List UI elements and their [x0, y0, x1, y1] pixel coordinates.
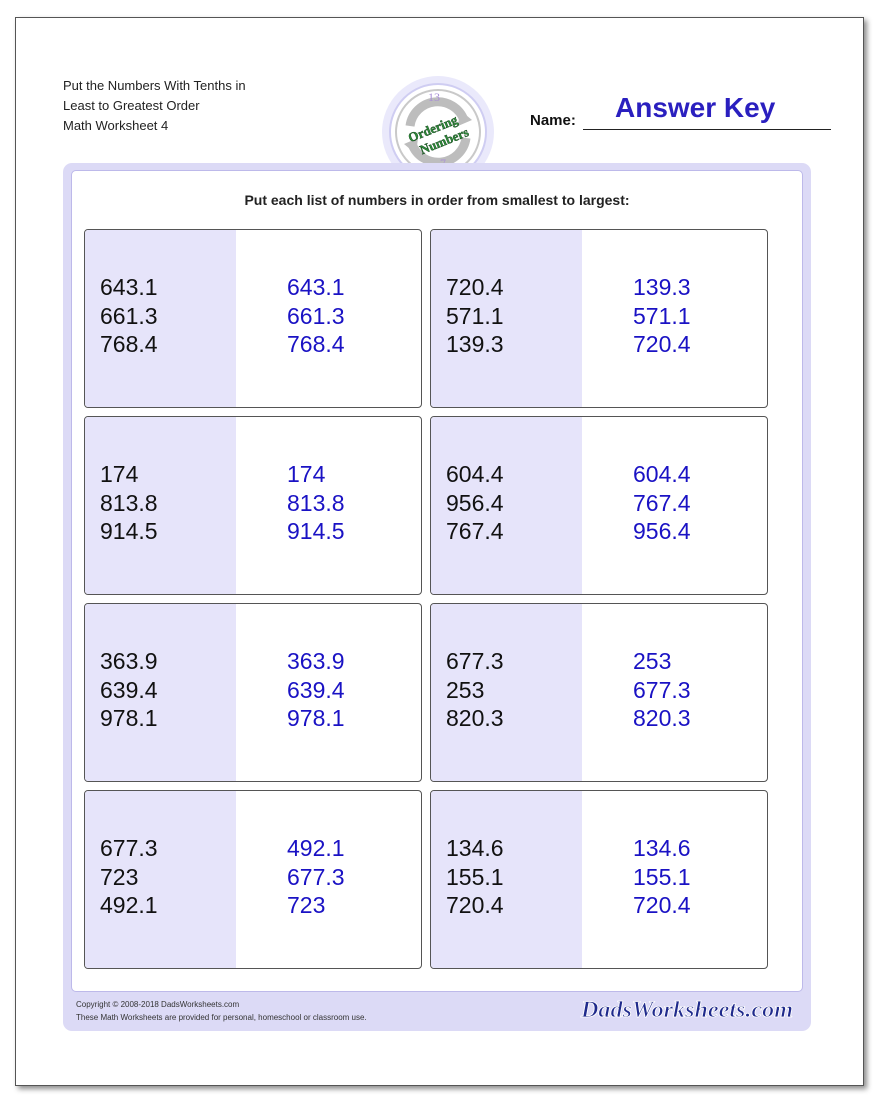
answer-number: 767.4	[633, 489, 691, 516]
answer-key-label: Answer Key	[615, 92, 776, 123]
question-number: 604.4	[446, 461, 504, 487]
usage-notice: These Math Worksheets are provided for p…	[76, 1013, 367, 1022]
answer-number: 914.5	[287, 518, 345, 544]
name-field: Name: Answer Key	[530, 92, 831, 130]
question-numbers: 604.4 956.4 767.4	[446, 460, 504, 546]
question-number: 720.4	[446, 892, 504, 918]
answer-number: 723	[287, 892, 326, 918]
problem-box: 363.9 639.4 978.1 363.9 639.4 978.1	[84, 603, 422, 782]
answer-number: 720.4	[633, 892, 691, 918]
answer-number: 813.8	[287, 489, 345, 516]
problem-box: 604.4 956.4 767.4 604.4 767.4 956.4	[430, 416, 768, 595]
problem-box: 174 813.8 914.5 174 813.8 914.5	[84, 416, 422, 595]
answer-number: 677.3	[287, 863, 345, 890]
question-number: 643.1	[100, 274, 158, 300]
answer-numbers: 363.9 639.4 978.1	[287, 647, 345, 733]
dadsworksheets-logo: DadsWorksheets.com	[580, 997, 794, 1023]
footer-copyright: Copyright © 2008-2018 DadsWorksheets.com…	[76, 998, 367, 1024]
question-number: 767.4	[446, 518, 504, 544]
question-number: 677.3	[100, 835, 158, 861]
title-line-3: Math Worksheet 4	[63, 118, 169, 133]
question-number: 914.5	[100, 518, 158, 544]
question-column	[431, 604, 582, 781]
answer-number: 720.4	[633, 331, 691, 357]
question-number: 174	[100, 461, 139, 487]
instruction-text: Put each list of numbers in order from s…	[244, 192, 630, 208]
question-number: 661.3	[100, 302, 158, 329]
question-column	[85, 604, 236, 781]
title-line-2: Least to Greatest Order	[63, 98, 200, 113]
problem-box: 677.3 253 820.3 253 677.3 820.3	[430, 603, 768, 782]
name-underline	[583, 129, 831, 130]
question-column	[85, 230, 236, 407]
question-number: 768.4	[100, 331, 158, 357]
answer-number: 643.1	[287, 274, 345, 300]
question-column	[431, 230, 582, 407]
answer-number: 571.1	[633, 302, 691, 329]
question-number: 253	[446, 676, 485, 703]
question-numbers: 363.9 639.4 978.1	[100, 647, 158, 733]
worksheet-title: Put the Numbers With Tenths in Least to …	[63, 76, 246, 136]
answer-number: 978.1	[287, 705, 345, 731]
question-number: 139.3	[446, 331, 504, 357]
question-column	[431, 417, 582, 594]
answer-number: 363.9	[287, 648, 345, 674]
answer-number: 139.3	[633, 274, 691, 300]
question-number: 134.6	[446, 835, 504, 861]
title-line-1: Put the Numbers With Tenths in	[63, 78, 246, 93]
answer-number: 661.3	[287, 302, 345, 329]
question-number: 571.1	[446, 302, 504, 329]
answer-numbers: 134.6 155.1 720.4	[633, 834, 691, 920]
answer-number: 492.1	[287, 835, 345, 861]
answer-number: 639.4	[287, 676, 345, 703]
question-number: 956.4	[446, 489, 504, 516]
answer-number: 677.3	[633, 676, 691, 703]
answer-numbers: 174 813.8 914.5	[287, 460, 345, 546]
question-numbers: 643.1 661.3 768.4	[100, 273, 158, 359]
answer-numbers: 492.1 677.3 723	[287, 834, 345, 920]
problem-box: 643.1 661.3 768.4 643.1 661.3 768.4	[84, 229, 422, 408]
answer-numbers: 253 677.3 820.3	[633, 647, 691, 733]
ordering-numbers-logo-icon: 13 7 Ordering Numbers	[382, 76, 494, 188]
question-number: 978.1	[100, 705, 158, 731]
question-numbers: 174 813.8 914.5	[100, 460, 158, 546]
name-label: Name:	[530, 112, 576, 129]
answer-number: 134.6	[633, 835, 691, 861]
answer-numbers: 643.1 661.3 768.4	[287, 273, 345, 359]
question-column	[431, 791, 582, 968]
question-column	[85, 791, 236, 968]
answer-numbers: 139.3 571.1 720.4	[633, 273, 691, 359]
question-numbers: 677.3 253 820.3	[446, 647, 504, 733]
answer-number: 253	[633, 648, 672, 674]
question-number: 639.4	[100, 676, 158, 703]
question-numbers: 134.6 155.1 720.4	[446, 834, 504, 920]
question-number: 720.4	[446, 274, 504, 300]
question-number: 813.8	[100, 489, 158, 516]
answer-number: 956.4	[633, 518, 691, 544]
question-numbers: 677.3 723 492.1	[100, 834, 158, 920]
answer-number: 820.3	[633, 705, 691, 731]
question-number: 492.1	[100, 892, 158, 918]
answer-number: 604.4	[633, 461, 691, 487]
problem-box: 677.3 723 492.1 492.1 677.3 723	[84, 790, 422, 969]
brand-text: DadsWorksheets.com	[580, 997, 793, 1022]
problem-box: 720.4 571.1 139.3 139.3 571.1 720.4	[430, 229, 768, 408]
answer-number: 768.4	[287, 331, 345, 357]
question-number: 677.3	[446, 648, 504, 674]
logo-top-number: 13	[428, 90, 440, 104]
answer-number: 174	[287, 461, 326, 487]
question-number: 155.1	[446, 863, 504, 890]
question-numbers: 720.4 571.1 139.3	[446, 273, 504, 359]
answer-number: 155.1	[633, 863, 691, 890]
question-number: 363.9	[100, 648, 158, 674]
copyright-text: Copyright © 2008-2018 DadsWorksheets.com	[76, 1000, 240, 1009]
question-column	[85, 417, 236, 594]
question-number: 723	[100, 863, 139, 890]
problem-box: 134.6 155.1 720.4 134.6 155.1 720.4	[430, 790, 768, 969]
question-number: 820.3	[446, 705, 504, 731]
answer-numbers: 604.4 767.4 956.4	[633, 460, 691, 546]
